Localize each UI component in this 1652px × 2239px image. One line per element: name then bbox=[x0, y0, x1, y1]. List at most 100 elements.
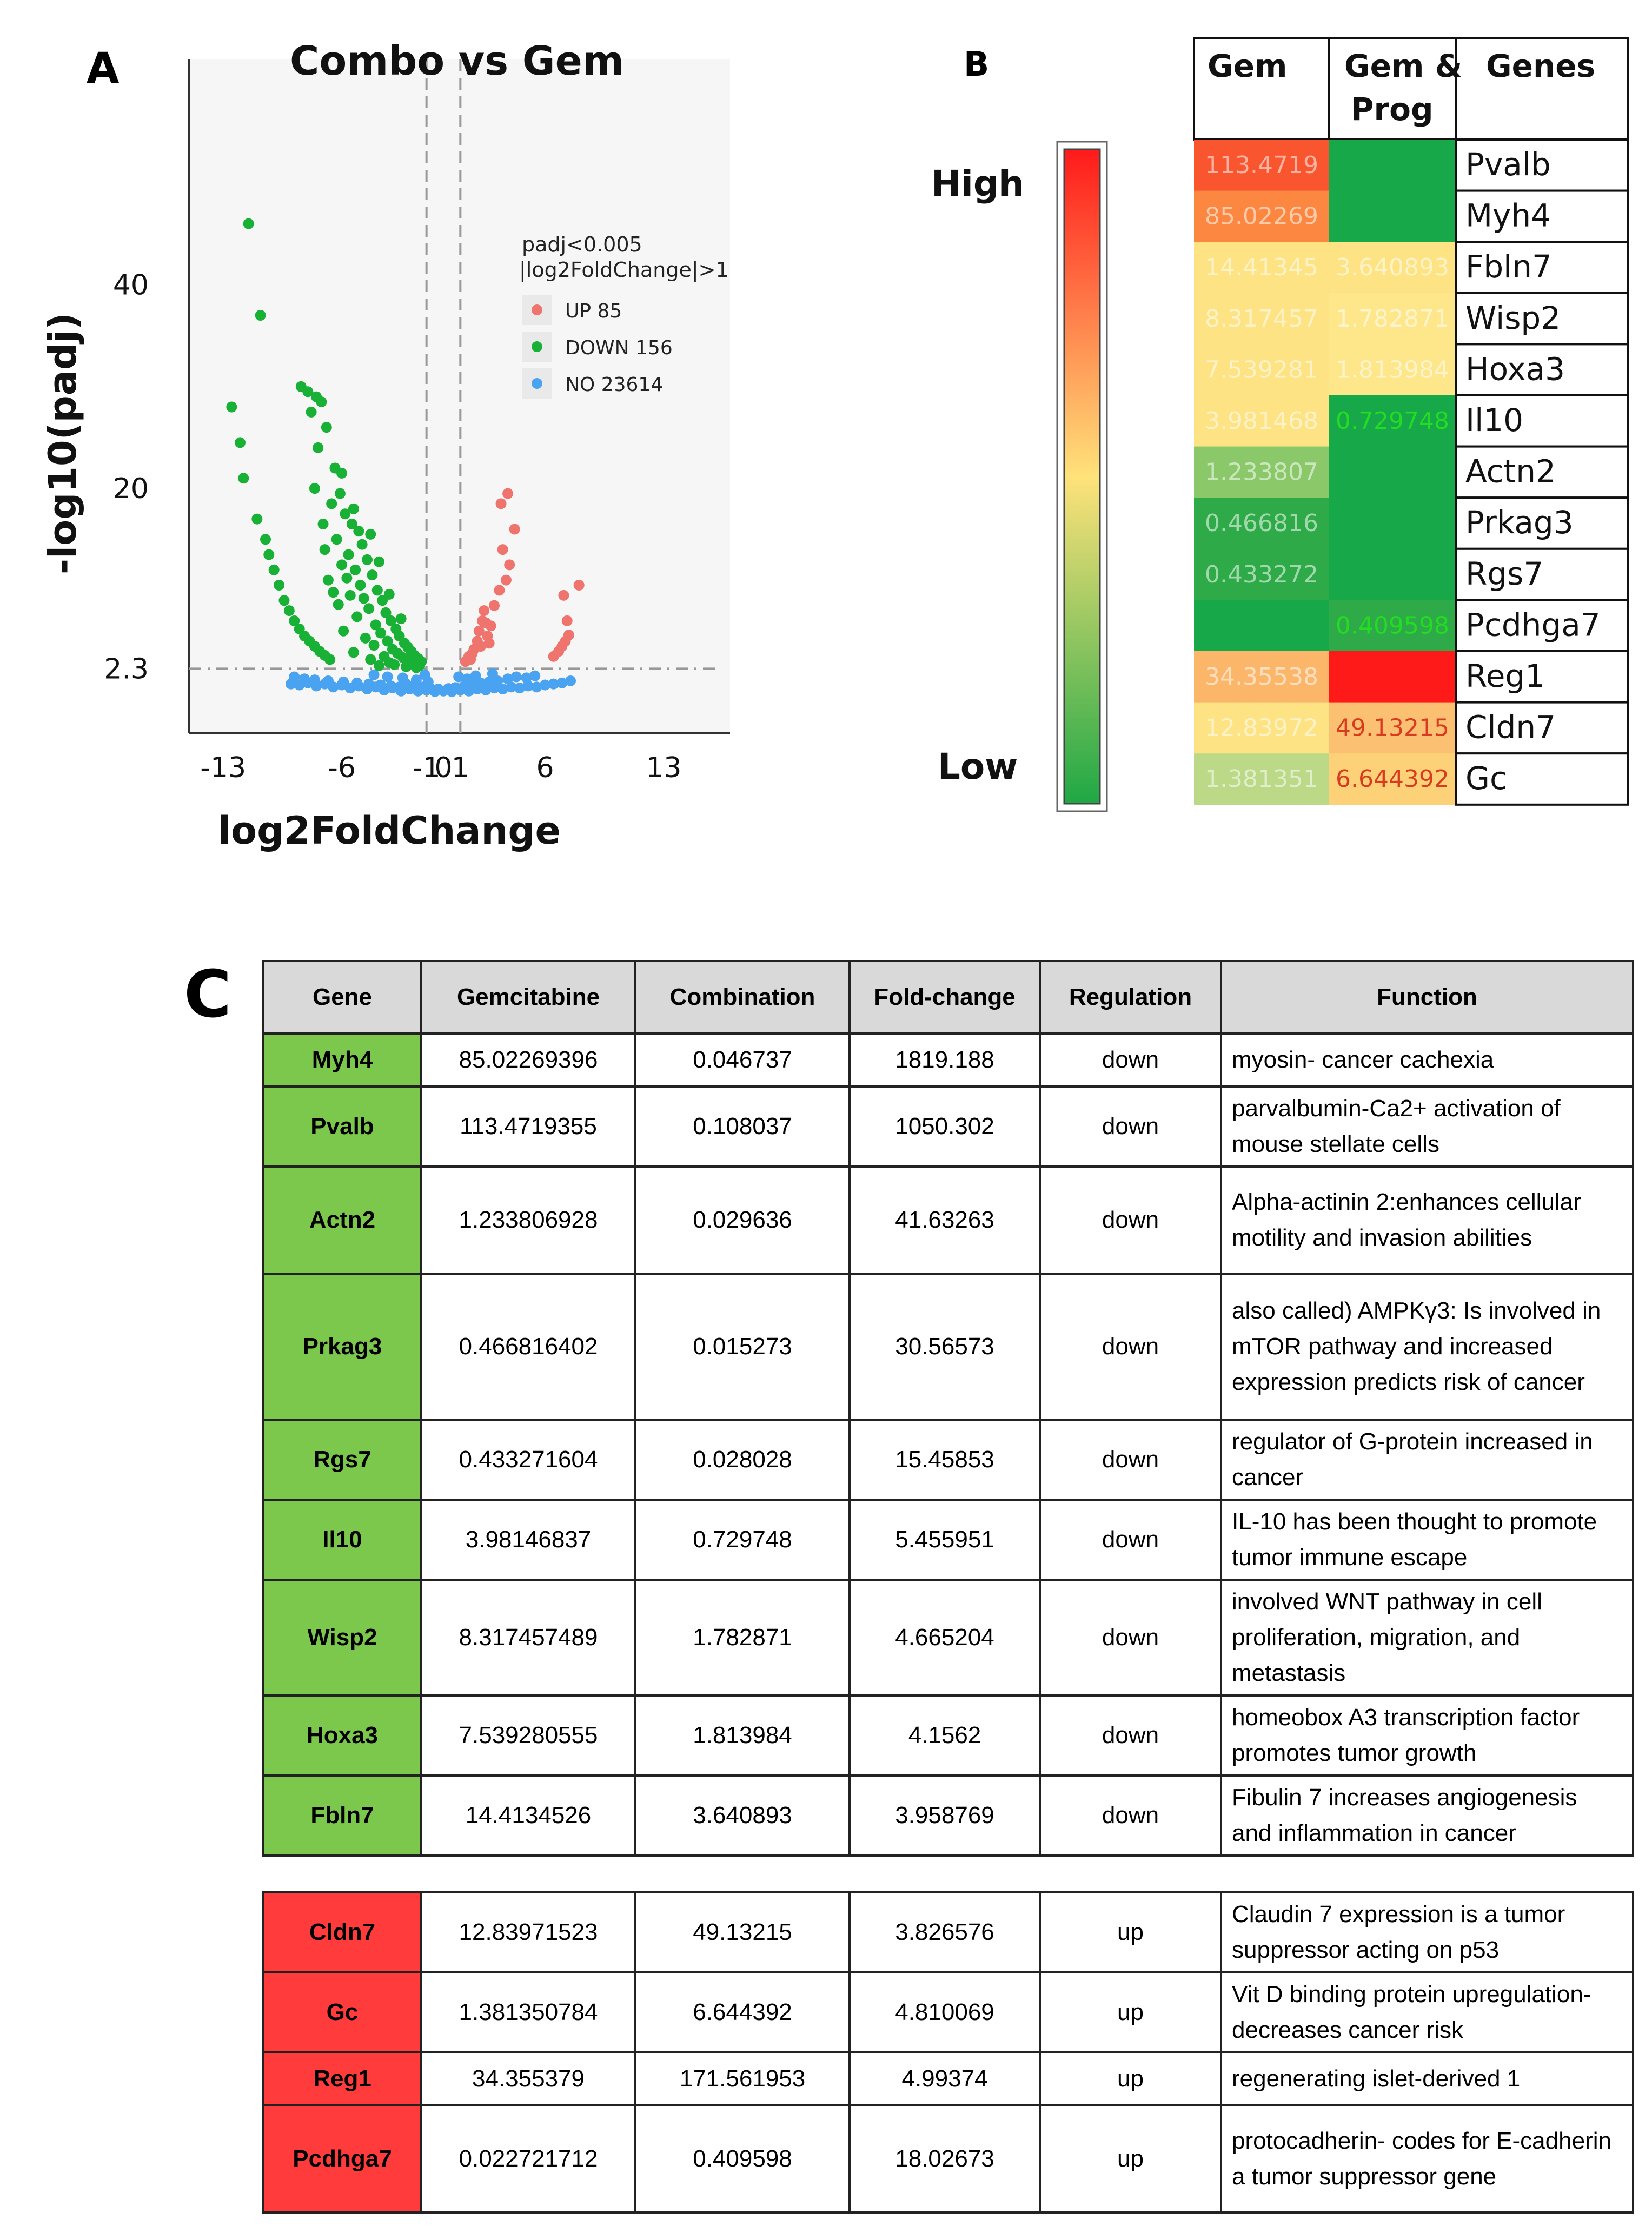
gene-cell: Cldn7 bbox=[262, 1891, 422, 1973]
down-point bbox=[343, 549, 354, 560]
table-spacer-row bbox=[263, 1854, 1633, 1893]
down-point bbox=[255, 310, 266, 321]
heat-value-prog: 6.644392 bbox=[1336, 765, 1449, 793]
gene-label-reg1: Reg1 bbox=[1465, 658, 1545, 694]
no-point bbox=[470, 670, 481, 681]
down-point bbox=[344, 589, 356, 601]
combination-cell: 3.640893 bbox=[634, 1774, 851, 1857]
fold-change-cell: 30.56573 bbox=[848, 1273, 1041, 1421]
fold-change-cell: 41.63263 bbox=[848, 1165, 1041, 1275]
down-point bbox=[268, 564, 280, 575]
x-tick-label: 1 bbox=[452, 752, 469, 784]
no-point bbox=[487, 668, 498, 679]
down-point bbox=[373, 660, 384, 671]
gemcitabine-cell: 14.4134526 bbox=[420, 1774, 636, 1857]
function-cell: Fibulin 7 increases angiogenesis and inf… bbox=[1220, 1774, 1634, 1857]
gene-cell: Fbln7 bbox=[262, 1774, 422, 1857]
heat-cell-gem bbox=[1194, 344, 1329, 396]
no-point bbox=[497, 684, 508, 695]
regulation-cell: down bbox=[1039, 1273, 1222, 1421]
legend-title-line2: |log2FoldChange|>1 bbox=[519, 258, 729, 282]
header-fold-change: Fold-change bbox=[848, 960, 1041, 1035]
gemcitabine-cell: 8.317457489 bbox=[420, 1579, 636, 1697]
gemcitabine-cell: 1.381350784 bbox=[420, 1971, 636, 2053]
heat-value-prog: 0.729748 bbox=[1336, 407, 1449, 435]
gemcitabine-cell: 3.98146837 bbox=[420, 1499, 636, 1581]
heat-value-gem: 0.433272 bbox=[1205, 561, 1318, 588]
up-point bbox=[509, 524, 520, 535]
down-point bbox=[251, 513, 263, 525]
heat-value-gem: 0.466816 bbox=[1205, 509, 1318, 537]
legend-swatch-1 bbox=[532, 341, 542, 352]
up-point bbox=[465, 654, 476, 665]
table-row: Prkag3 0.466816402 0.015273 30.56573 down als… bbox=[262, 1273, 1634, 1421]
no-point bbox=[521, 672, 532, 684]
table-row: Actn2 1.233806928 0.029636 41.63263 down Alph… bbox=[262, 1165, 1634, 1275]
heat-cell-gem bbox=[1194, 395, 1329, 447]
function-cell: also called) AMPKγ3: Is involved in mTOR… bbox=[1220, 1273, 1634, 1421]
heat-cell-gem bbox=[1194, 293, 1329, 345]
gene-cell: Hoxa3 bbox=[262, 1694, 422, 1777]
down-point bbox=[356, 539, 368, 550]
combination-cell: 0.046737 bbox=[634, 1032, 851, 1088]
no-point bbox=[453, 671, 465, 683]
gene-cell bbox=[1455, 445, 1629, 499]
down-point bbox=[289, 615, 300, 626]
down-point bbox=[319, 544, 330, 555]
legend-title-line1: padj<0.005 bbox=[522, 233, 642, 256]
regulation-cell: down bbox=[1039, 1419, 1222, 1501]
gene-cell bbox=[1455, 189, 1629, 243]
down-point bbox=[383, 588, 395, 600]
heat-cell-prog bbox=[1329, 446, 1456, 499]
combination-cell: 0.029636 bbox=[634, 1165, 851, 1275]
no-point bbox=[299, 673, 310, 685]
table-row: Gc 1.381350784 6.644392 4.810069 up Vit D bin… bbox=[262, 1971, 1634, 2053]
scale-high-label: High bbox=[931, 163, 1024, 204]
header-gene: Gene bbox=[262, 960, 422, 1035]
up-point bbox=[494, 585, 505, 596]
gene-cell bbox=[1455, 138, 1629, 192]
gene-label-wisp2: Wisp2 bbox=[1465, 300, 1561, 336]
down-point bbox=[362, 554, 373, 565]
function-cell: Claudin 7 expression is a tumor suppress… bbox=[1220, 1891, 1634, 1973]
no-point bbox=[502, 673, 514, 685]
no-point bbox=[382, 671, 393, 683]
no-point bbox=[483, 676, 495, 687]
no-point bbox=[397, 672, 408, 684]
gene-label-myh4: Myh4 bbox=[1465, 197, 1551, 234]
heat-value-gem: 3.981468 bbox=[1205, 407, 1318, 435]
down-point bbox=[338, 625, 349, 637]
combination-cell: 0.015273 bbox=[634, 1273, 851, 1421]
gene-label-pvalb: Pvalb bbox=[1465, 146, 1551, 183]
no-point bbox=[461, 673, 473, 685]
fold-change-cell: 4.99374 bbox=[848, 2051, 1041, 2106]
regulation-cell: down bbox=[1039, 1774, 1222, 1857]
panel-a-letter: A bbox=[87, 44, 120, 93]
up-point bbox=[479, 605, 490, 617]
heat-value-gem: 113.4719 bbox=[1205, 151, 1318, 179]
down-point bbox=[365, 528, 376, 540]
down-point bbox=[336, 559, 347, 571]
up-point bbox=[489, 600, 500, 611]
heat-cell-gem bbox=[1194, 600, 1329, 652]
table-row: Myh4 85.02269396 0.046737 1819.188 down myosi… bbox=[262, 1032, 1634, 1088]
combination-cell: 0.108037 bbox=[634, 1085, 851, 1168]
down-point bbox=[355, 579, 366, 591]
down-point bbox=[226, 401, 237, 413]
up-point bbox=[502, 488, 514, 499]
table-row: Hoxa3 7.539280555 1.813984 4.1562 down homeob… bbox=[262, 1694, 1634, 1777]
fold-change-cell: 1819.188 bbox=[848, 1032, 1041, 1088]
x-tick-label: -1 bbox=[413, 752, 441, 784]
y-tick-label: 20 bbox=[113, 473, 149, 505]
down-point bbox=[309, 483, 320, 494]
down-point bbox=[243, 218, 254, 229]
fold-change-cell: 1050.302 bbox=[848, 1085, 1041, 1168]
heat-cell-prog bbox=[1329, 498, 1456, 549]
no-point bbox=[322, 675, 334, 686]
heat-cell-prog bbox=[1329, 753, 1456, 805]
combination-cell: 6.644392 bbox=[634, 1971, 851, 2053]
header-gemcitabine: Gemcitabine bbox=[420, 960, 636, 1035]
heat-value-gem: 1.381351 bbox=[1205, 765, 1318, 793]
down-point bbox=[333, 599, 344, 610]
no-point bbox=[375, 679, 387, 691]
